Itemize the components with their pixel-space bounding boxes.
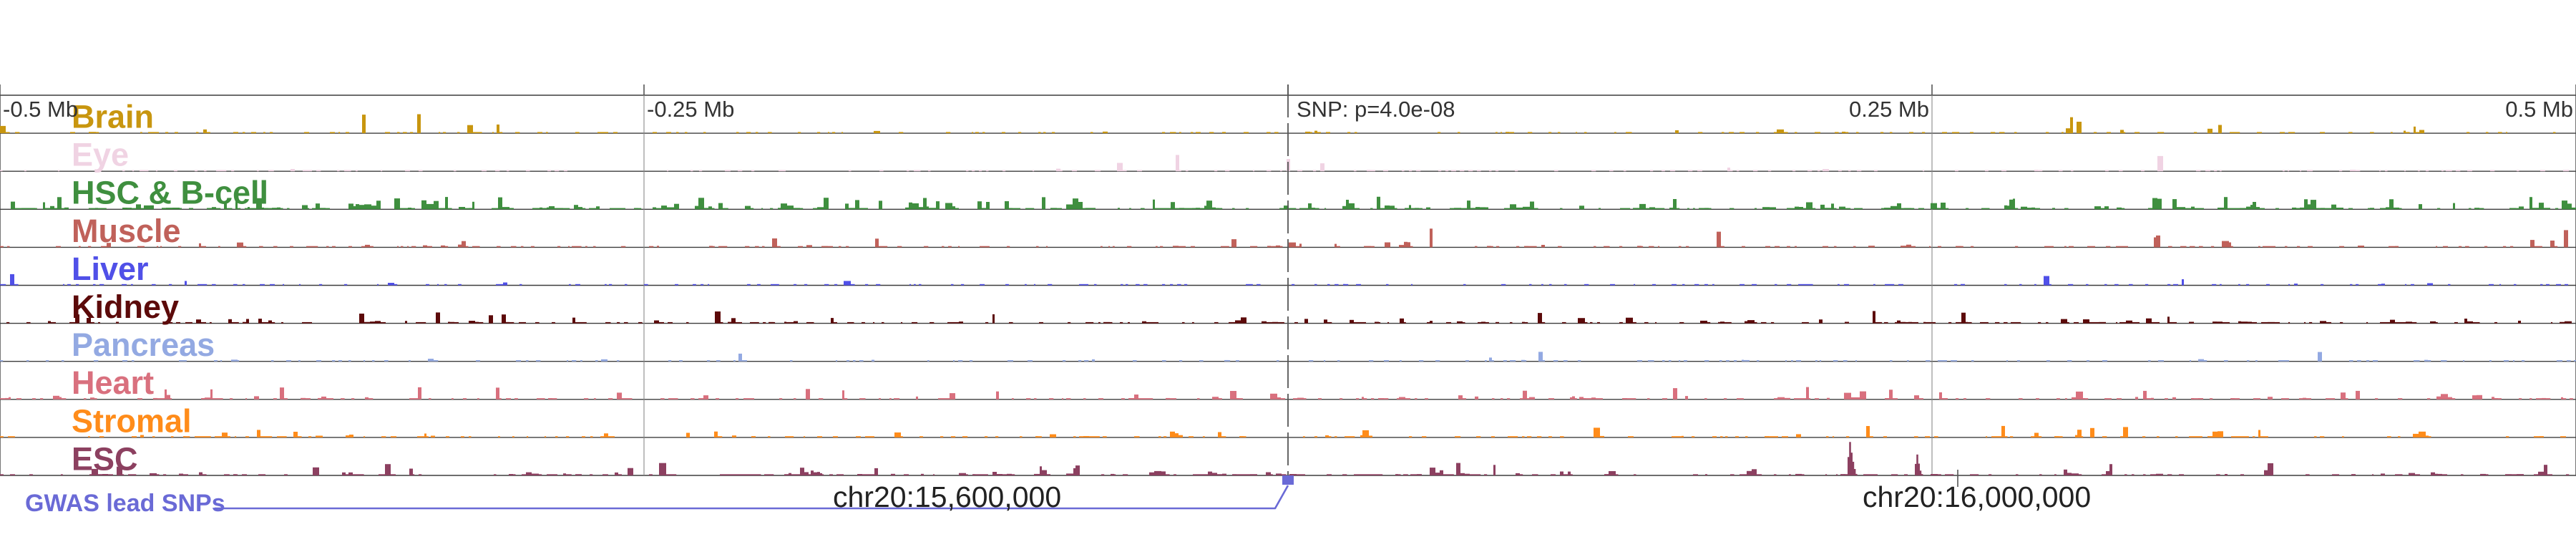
svg-text:Pancreas: Pancreas xyxy=(72,326,215,363)
svg-text:0.5 Mb: 0.5 Mb xyxy=(2505,97,2573,122)
svg-text:SNP: p=4.0e-08: SNP: p=4.0e-08 xyxy=(1297,97,1455,122)
svg-text:Heart: Heart xyxy=(72,364,154,401)
svg-text:Brain: Brain xyxy=(72,99,154,135)
svg-text:-0.5 Mb: -0.5 Mb xyxy=(3,97,78,122)
svg-text:chr20:16,000,000: chr20:16,000,000 xyxy=(1863,480,2091,513)
svg-text:GWAS lead SNPs: GWAS lead SNPs xyxy=(25,490,225,517)
svg-text:Muscle: Muscle xyxy=(72,213,181,249)
svg-text:Eye: Eye xyxy=(72,137,129,173)
svg-text:HSC & B-cell: HSC & B-cell xyxy=(72,175,268,211)
svg-text:Liver: Liver xyxy=(72,251,149,287)
svg-text:chr20:15,600,000: chr20:15,600,000 xyxy=(833,480,1061,513)
svg-text:Stromal: Stromal xyxy=(72,402,192,439)
svg-text:ESC: ESC xyxy=(72,440,138,477)
svg-text:-0.25 Mb: -0.25 Mb xyxy=(647,97,734,122)
svg-text:0.25 Mb: 0.25 Mb xyxy=(1849,97,1929,122)
